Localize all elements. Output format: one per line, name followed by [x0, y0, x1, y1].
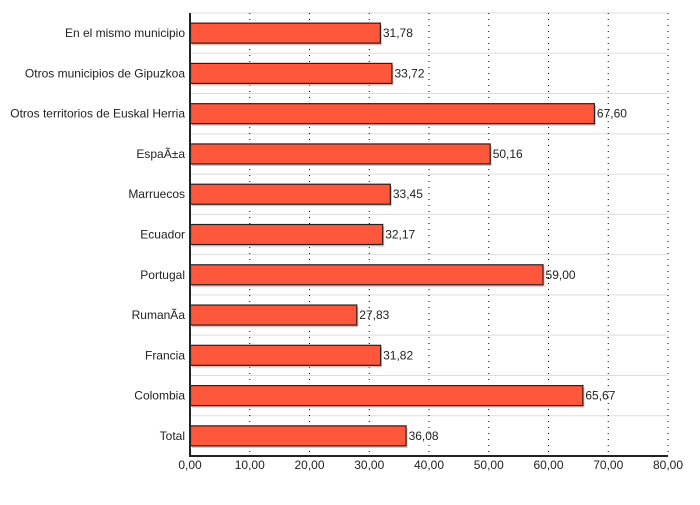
- category-label: EspaÃ±a: [136, 147, 185, 161]
- x-tick-label: 70,00: [593, 458, 623, 472]
- bar: [189, 264, 544, 286]
- x-tick-label: 30,00: [354, 458, 384, 472]
- category-label: Ecuador: [140, 228, 185, 242]
- bar-value-label: 59,00: [546, 268, 576, 282]
- bar: [189, 425, 407, 447]
- category-label: Marruecos: [128, 187, 185, 201]
- bar: [189, 143, 491, 165]
- x-tick-label: 10,00: [235, 458, 265, 472]
- bar-value-label: 65,67: [585, 389, 615, 403]
- category-label: RumanÃ­a: [132, 308, 186, 322]
- x-tick-label: 80,00: [653, 458, 683, 472]
- bar-value-label: 31,82: [383, 348, 413, 362]
- bar: [189, 384, 584, 407]
- bar-value-label: 27,83: [359, 308, 389, 322]
- bar: [189, 62, 393, 85]
- bar-value-label: 32,17: [385, 228, 415, 242]
- x-tick-label: 40,00: [414, 458, 444, 472]
- x-tick-label: 50,00: [474, 458, 504, 472]
- bar-value-label: 33,72: [394, 66, 424, 80]
- x-tick-label: 20,00: [294, 458, 324, 472]
- category-label: Otros territorios de Euskal Herria: [10, 107, 185, 121]
- category-label: Portugal: [140, 268, 185, 282]
- bar-value-label: 33,45: [393, 187, 423, 201]
- category-label: Francia: [145, 348, 185, 362]
- category-label: En el mismo municipio: [65, 26, 185, 40]
- bar: [189, 223, 384, 246]
- bar: [189, 344, 382, 366]
- bar-value-label: 31,78: [383, 26, 413, 40]
- category-label: Colombia: [134, 389, 185, 403]
- bar-value-label: 50,16: [493, 147, 523, 161]
- bar: [189, 103, 596, 125]
- category-label: Total: [160, 429, 185, 443]
- x-tick-label: 60,00: [533, 458, 563, 472]
- bar-value-label: 67,60: [597, 107, 627, 121]
- x-tick-label: 0,00: [178, 458, 202, 472]
- category-label: Otros municipios de Gipuzkoa: [25, 66, 185, 80]
- bar: [189, 22, 381, 44]
- bar: [189, 183, 391, 205]
- bar-value-label: 36,08: [409, 429, 439, 443]
- bar: [189, 304, 358, 326]
